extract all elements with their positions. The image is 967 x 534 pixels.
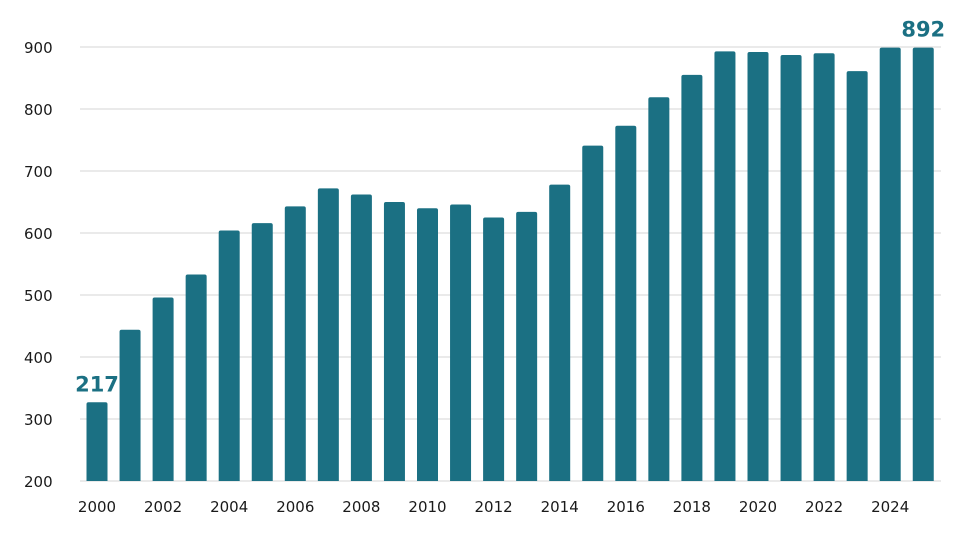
y-tick-label: 800 [24,101,53,119]
y-tick-label: 500 [24,287,53,305]
bar-2023 [846,71,868,482]
gridlines [80,46,941,482]
x-tick-label: 2012 [475,498,513,516]
bar-2011 [450,204,472,482]
x-tick-label: 2010 [408,498,446,516]
bar-2002 [152,297,174,481]
bar-2016 [615,125,637,482]
x-tick-label: 2024 [871,498,909,516]
bar-2001 [119,329,141,481]
bar-2020 [747,51,769,482]
x-tick-label: 2004 [210,498,248,516]
x-tick-label: 2022 [805,498,843,516]
y-axis-ticks: 200 300 400 500 600 700 800 900 [24,39,53,491]
bar-2015 [582,145,604,481]
bar-2024 [879,47,901,482]
bars [86,47,934,482]
y-tick-label: 400 [24,349,53,367]
bar-2017 [648,97,670,481]
x-tick-label: 2018 [673,498,711,516]
bar-2019 [714,51,736,482]
bar-2010 [417,208,438,481]
x-axis-ticks: 2000 2002 2004 2006 2008 2010 2012 2014 2016 2018… [78,498,909,516]
x-tick-label: 2014 [541,498,579,516]
bar-2006 [284,206,306,481]
y-tick-label: 200 [24,473,53,491]
annotations: 217 892 [75,18,945,397]
bar-2007 [317,188,339,482]
bar-2014 [549,184,571,481]
y-tick-label: 700 [24,163,53,181]
bar-2008 [350,194,372,481]
bar-2000 [86,402,108,481]
bar-2022 [813,53,835,481]
data-label-2025: 892 [901,18,945,42]
data-label-2000: 217 [75,372,119,396]
bar-2012 [483,217,505,481]
bar-2013 [516,211,538,482]
bar-2018 [681,74,703,482]
x-tick-label: 2002 [144,498,182,516]
y-tick-label: 600 [24,225,53,243]
bar-2003 [185,274,207,481]
y-tick-label: 900 [24,39,53,57]
x-tick-label: 2020 [739,498,777,516]
bar-2005 [251,223,273,481]
y-tick-label: 300 [24,411,53,429]
x-tick-label: 2000 [78,498,116,516]
x-tick-label: 2006 [276,498,314,516]
x-tick-label: 2016 [607,498,645,516]
bar-2025 [912,47,934,482]
x-tick-label: 2008 [342,498,380,516]
bar-2009 [383,202,405,481]
bar-2021 [780,55,802,482]
bar-2004 [218,230,240,481]
